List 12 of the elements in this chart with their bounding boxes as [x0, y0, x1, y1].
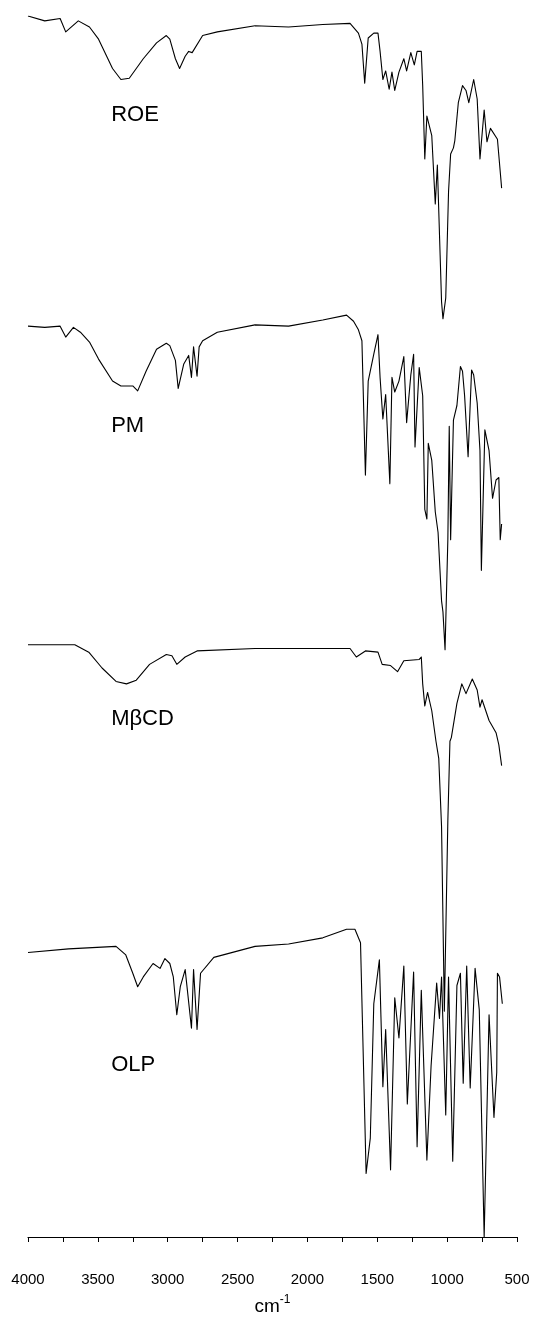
x-tick-label: 1000: [430, 1270, 464, 1287]
x-tick-label: 2500: [220, 1270, 255, 1287]
x-tick-label: 500: [504, 1270, 530, 1287]
x-tick-label: 2000: [290, 1270, 325, 1287]
x-tick-label: 1500: [360, 1270, 394, 1287]
x-tick-label: 4000: [11, 1270, 45, 1287]
x-tick-label: 3000: [151, 1270, 185, 1287]
series-label: MβCD: [111, 705, 174, 731]
x-tick-label: 3500: [81, 1270, 115, 1287]
series-label: OLP: [111, 1050, 156, 1076]
series-label: ROE: [111, 100, 159, 126]
series-label: PM: [111, 412, 145, 438]
